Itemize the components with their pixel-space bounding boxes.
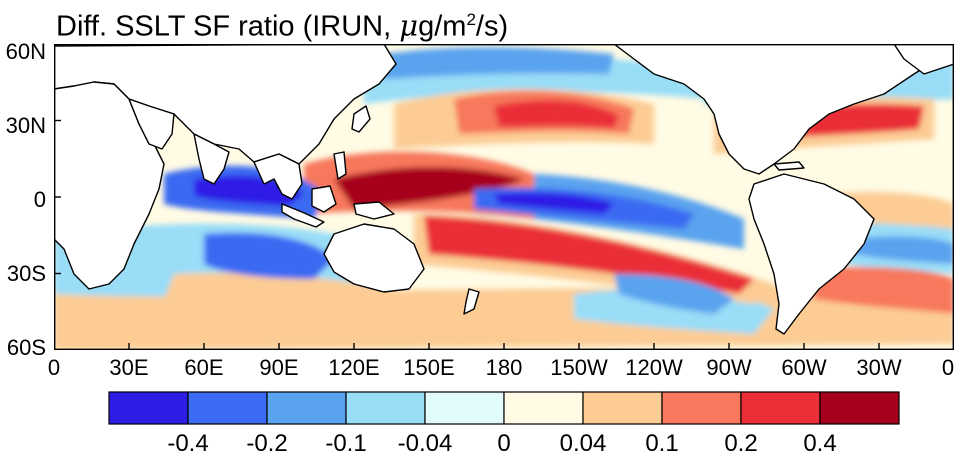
lat-label-60s: 60S: [6, 335, 46, 360]
colorbar-swatch-6: [503, 391, 584, 425]
contour-north-pacific-high-lat-blue: [384, 47, 614, 79]
colorbar-swatch-8: [661, 391, 742, 425]
colorbar-label-1: -0.4: [167, 430, 209, 457]
landmass-japan: [351, 105, 371, 133]
contour-north-pacific-core: [494, 100, 619, 128]
lon-label-90e: 90E: [259, 355, 299, 380]
colorbar-swatch-9: [740, 391, 821, 425]
landmass-new-zealand: [463, 288, 480, 315]
lon-label-60e: 60E: [184, 355, 224, 380]
contour-south-indian-blue: [204, 232, 334, 279]
colorbar-label-9: 0.4: [803, 430, 837, 457]
lat-label-30n: 30N: [5, 113, 46, 138]
colorbar-label-3: -0.1: [325, 430, 367, 457]
colorbar-swatch-10: [819, 391, 900, 425]
landmass-sumatra-java: [281, 203, 325, 228]
lon-label-0-east: 0: [941, 355, 955, 380]
colorbar-swatch-1: [108, 391, 189, 425]
colorbar-label-5: 0: [497, 430, 511, 457]
lat-label-60n: 60N: [5, 39, 46, 64]
landmass-indochina: [253, 153, 303, 200]
difference-map: [54, 44, 954, 350]
landmass-australia: [323, 223, 425, 293]
colorbar-label-4: -0.04: [397, 430, 453, 457]
colorbar-swatch-3: [266, 391, 347, 425]
contour-southeast-atlantic-blue: [854, 236, 954, 264]
colorbar-label-7: 0.1: [645, 430, 679, 457]
colorbar-label-6: 0.04: [559, 430, 607, 457]
landmass-arabia: [128, 98, 175, 150]
lon-label-30e: 30E: [109, 355, 149, 380]
colorbar: [108, 391, 900, 425]
lon-label-180: 180: [485, 355, 523, 380]
contour-equatorial-east-pacific-core: [494, 192, 614, 214]
lon-label-60w: 60W: [781, 355, 827, 380]
landmass-north-america: [613, 44, 954, 175]
landmass-india: [193, 133, 230, 185]
colorbar-swatch-2: [187, 391, 268, 425]
lon-label-0: 0: [47, 355, 61, 380]
landmass-africa: [54, 81, 165, 290]
colorbar-label-2: -0.2: [246, 430, 288, 457]
landmass-philippines: [333, 151, 347, 180]
contour-south-pacific-red: [424, 216, 754, 294]
colorbar-label-8: 0.2: [724, 430, 758, 457]
lon-label-120e: 120E: [328, 355, 380, 380]
colorbar-swatch-5: [424, 391, 505, 425]
lat-label-30s: 30S: [6, 261, 46, 286]
lat-label-eq: 0: [33, 187, 46, 212]
lon-label-90w: 90W: [706, 355, 752, 380]
landmass-borneo: [311, 185, 337, 213]
landmass-new-guinea: [353, 201, 395, 220]
lon-label-150e: 150E: [403, 355, 455, 380]
lon-label-120w: 120W: [625, 355, 683, 380]
colorbar-swatch-4: [345, 391, 426, 425]
contour-southeast-pacific-blue: [614, 274, 734, 314]
landmass-caribbean-cuba: [773, 161, 805, 171]
landmass-south-america: [748, 173, 875, 335]
contour-equatorial-core: [334, 166, 524, 209]
contour-south-atlantic-red: [814, 267, 954, 314]
landmass-greenland: [893, 44, 954, 75]
lon-label-150w: 150W: [550, 355, 608, 380]
map-title: Diff. SSLT SF ratio (IRUN, μg/m2/s): [56, 8, 509, 43]
lon-label-30w: 30W: [856, 355, 902, 380]
colorbar-swatch-7: [582, 391, 663, 425]
coastlines: [54, 44, 954, 335]
map-ticks: [54, 119, 880, 350]
